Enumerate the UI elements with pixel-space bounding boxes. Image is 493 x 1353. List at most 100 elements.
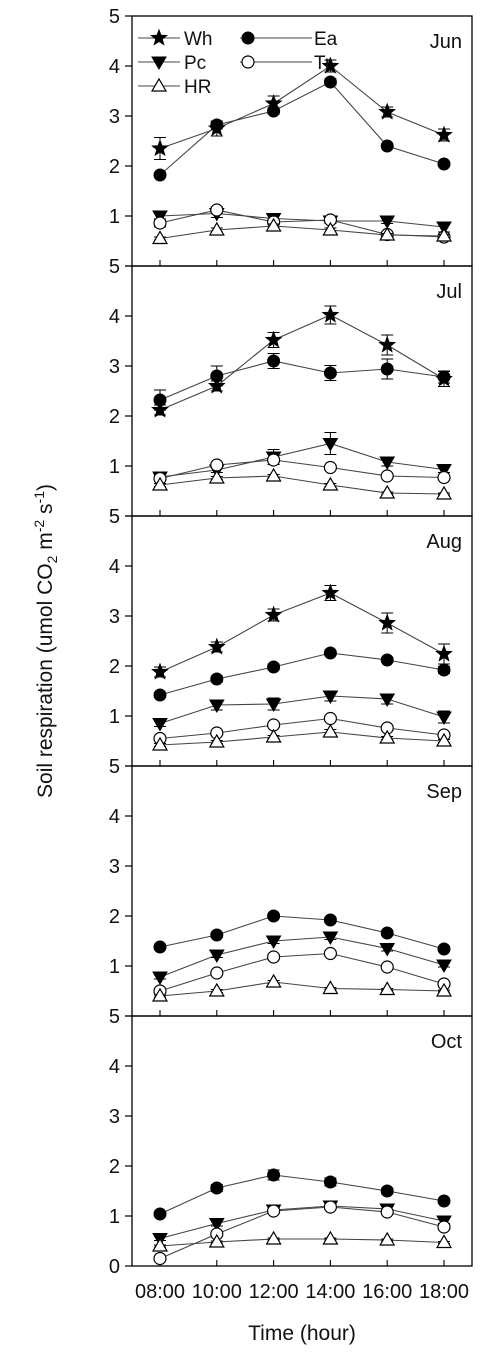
legend-marker — [150, 28, 168, 46]
data-point — [380, 1184, 394, 1198]
data-point — [436, 464, 452, 478]
data-point — [210, 458, 224, 472]
y-tick-label: 3 — [109, 106, 120, 128]
data-point — [379, 729, 396, 744]
data-point — [265, 1230, 282, 1245]
data-point — [208, 469, 225, 484]
panel-sep: 1 2 3 4 5 Sep — [109, 756, 473, 1017]
data-point — [265, 467, 282, 482]
data-point — [379, 1231, 396, 1246]
series-hr — [151, 217, 453, 245]
y-tick-label: 2 — [109, 906, 120, 928]
legend-marker — [241, 55, 255, 69]
x-axis-labels: 08:00 10:00 12:00 14:00 16:00 18:00 — [135, 1281, 469, 1303]
data-point — [153, 688, 167, 702]
data-point — [435, 644, 453, 662]
data-point — [378, 613, 397, 631]
data-point — [378, 102, 397, 120]
data-point — [323, 946, 337, 961]
series-wh — [151, 583, 453, 680]
data-point — [322, 476, 339, 491]
series-line — [159, 314, 445, 411]
series-tr — [153, 203, 451, 244]
data-point — [151, 230, 169, 245]
series-line — [159, 475, 445, 495]
legend-label: Wh — [184, 29, 213, 50]
data-point — [153, 1207, 167, 1221]
y-tick-label: 3 — [109, 856, 120, 878]
data-point — [379, 693, 396, 707]
series-line — [159, 695, 445, 725]
data-point — [437, 1194, 451, 1208]
data-point — [378, 335, 397, 353]
data-point — [267, 660, 281, 674]
x-tick-label: 18:00 — [419, 1281, 469, 1303]
series-line — [159, 225, 445, 240]
data-point — [265, 217, 282, 232]
data-point — [437, 370, 451, 384]
legend-marker — [151, 56, 167, 70]
series-tr — [153, 1200, 451, 1266]
data-point — [323, 1200, 337, 1214]
data-point — [435, 227, 453, 242]
series-ea — [153, 1168, 451, 1221]
data-point — [210, 928, 224, 942]
data-point — [153, 216, 167, 230]
series-ea — [153, 353, 451, 411]
legend-marker — [241, 31, 255, 45]
series-line — [159, 981, 445, 997]
data-point — [323, 646, 337, 660]
data-point — [151, 476, 169, 491]
series-pc — [152, 931, 452, 985]
data-point — [437, 942, 451, 956]
data-point — [265, 973, 282, 988]
data-point — [322, 221, 339, 236]
series-line — [159, 65, 445, 150]
panel-frame — [131, 1015, 473, 1267]
legend-label: Ea — [314, 29, 338, 50]
data-point — [380, 362, 394, 376]
data-point — [380, 960, 394, 974]
data-point — [322, 690, 339, 704]
data-point — [153, 393, 167, 407]
y-tick-label: 4 — [109, 56, 120, 78]
series-line — [159, 360, 445, 401]
data-point — [210, 203, 224, 217]
data-point — [322, 1230, 339, 1245]
x-tick-label: 12:00 — [249, 1281, 299, 1303]
series-hr — [151, 723, 453, 751]
data-point — [267, 1168, 281, 1182]
y-tick-label: 4 — [109, 806, 120, 828]
month-label: Jul — [436, 281, 462, 303]
series-hr — [151, 973, 453, 1002]
month-label: Oct — [431, 1031, 463, 1053]
data-point — [323, 366, 337, 380]
data-point — [323, 913, 337, 927]
series-tr — [153, 453, 451, 486]
legend-item-ea: Ea — [240, 29, 338, 50]
y-tick-label: 3 — [109, 356, 120, 378]
data-point — [380, 139, 394, 153]
data-point — [264, 330, 283, 348]
legend-marker — [150, 77, 168, 92]
series-ea — [153, 909, 451, 956]
data-point — [151, 662, 169, 680]
data-point — [379, 226, 396, 241]
data-point — [322, 980, 339, 995]
data-point — [379, 484, 396, 499]
y-tick-label: 1 — [109, 206, 120, 228]
y-tick-label: 5 — [109, 6, 120, 28]
data-point — [435, 1234, 453, 1249]
data-point — [208, 982, 225, 997]
data-point — [379, 215, 396, 229]
panel-jul: 1 2 3 4 5 Jul — [109, 256, 473, 517]
data-point — [436, 711, 452, 725]
data-point — [208, 949, 225, 963]
y-tick-label: 5 — [109, 256, 120, 278]
x-tick-label: 08:00 — [135, 1281, 185, 1303]
legend-item-wh: Wh — [138, 28, 213, 50]
data-point — [153, 168, 167, 182]
series-line — [159, 952, 445, 992]
y-axis-title: Soil respiration (umol CO2 m-2 s-1) — [31, 484, 60, 798]
